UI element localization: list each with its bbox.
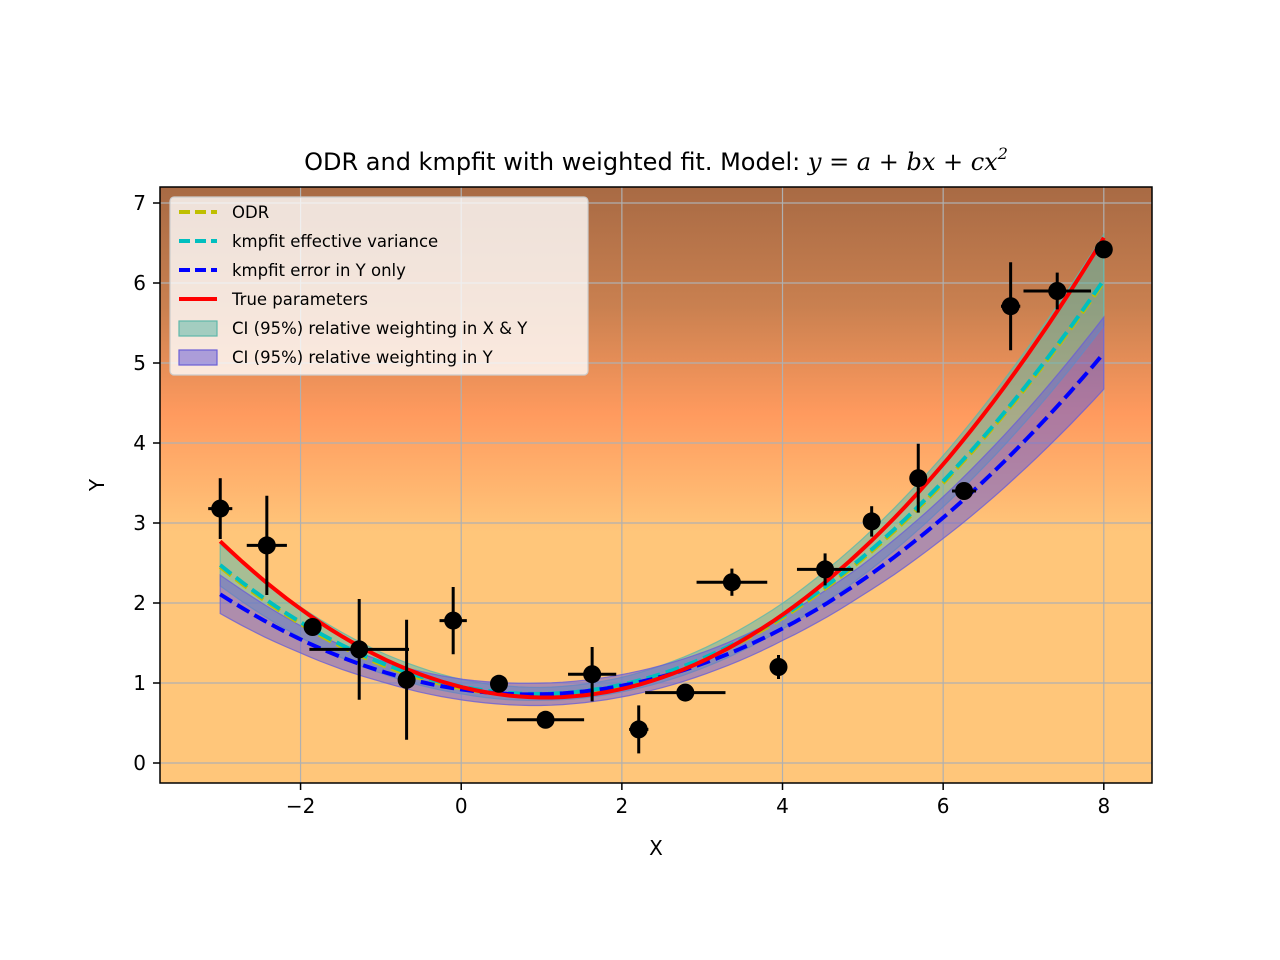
data-point xyxy=(309,599,410,700)
data-point xyxy=(645,683,726,702)
y-tick-label: 3 xyxy=(133,511,146,535)
data-marker xyxy=(489,674,508,693)
data-marker xyxy=(1048,282,1067,300)
legend-entry: ODR xyxy=(179,203,269,222)
x-tick-label: 2 xyxy=(615,794,628,818)
legend-swatch xyxy=(178,349,218,366)
y-tick-label: 6 xyxy=(133,271,146,295)
data-point xyxy=(1023,272,1091,310)
data-point xyxy=(769,655,788,679)
data-point xyxy=(246,495,287,595)
y-tick-label: 4 xyxy=(133,431,146,455)
data-point xyxy=(397,619,416,740)
data-point xyxy=(506,710,585,729)
data-marker xyxy=(862,512,881,531)
legend-entry: CI (95%) relative weighting in X & Y xyxy=(178,319,528,338)
data-point xyxy=(208,478,233,539)
data-marker xyxy=(444,611,463,630)
data-point xyxy=(629,705,649,754)
data-point xyxy=(1094,240,1113,259)
data-marker xyxy=(397,670,416,689)
legend-label: CI (95%) relative weighting in Y xyxy=(232,348,494,367)
legend-label: True parameters xyxy=(231,290,368,309)
data-point xyxy=(568,647,617,702)
data-point xyxy=(696,568,768,596)
data-marker xyxy=(536,710,555,729)
plot-frame xyxy=(159,186,1153,784)
legend-entry: CI (95%) relative weighting in Y xyxy=(178,348,494,367)
data-marker xyxy=(350,640,369,659)
x-axis-label: X xyxy=(649,836,663,860)
legend-box xyxy=(169,196,589,376)
data-point xyxy=(951,482,977,500)
legend-label: kmpfit effective variance xyxy=(232,232,438,251)
data-marker xyxy=(303,618,322,636)
data-marker xyxy=(583,665,602,684)
data-marker xyxy=(1001,297,1020,316)
x-tick-label: 0 xyxy=(455,794,468,818)
data-marker xyxy=(909,469,928,488)
ci-band-y-only xyxy=(219,315,1105,707)
chart-title-prefix: ODR and kmpfit with weighted fit. Model: xyxy=(304,148,808,176)
x-axis-ticks: −2 0 2 4 6 8 xyxy=(286,783,1110,818)
x-tick-label: 4 xyxy=(776,794,789,818)
legend-entry: kmpfit effective variance xyxy=(179,232,438,251)
confidence-bands xyxy=(219,232,1105,707)
data-marker xyxy=(769,658,788,676)
data-marker xyxy=(676,683,695,702)
legend-label: ODR xyxy=(232,203,269,222)
data-points xyxy=(208,240,1113,754)
y-tick-label: 0 xyxy=(133,751,146,775)
data-point xyxy=(1000,262,1021,351)
y-axis-label: Y xyxy=(85,478,109,492)
y-axis-ticks: 0 1 2 3 4 5 6 7 xyxy=(133,191,160,775)
data-marker xyxy=(211,499,230,518)
x-tick-label: 6 xyxy=(937,794,950,818)
plot-content xyxy=(208,232,1113,754)
data-marker xyxy=(1094,240,1113,259)
chart-title: ODR and kmpfit with weighted fit. Model:… xyxy=(304,144,1008,176)
data-point xyxy=(303,618,322,636)
x-tick-label: 8 xyxy=(1097,794,1110,818)
legend-label: CI (95%) relative weighting in X & Y xyxy=(232,319,528,338)
y-tick-label: 7 xyxy=(133,191,146,215)
y-tick-label: 1 xyxy=(133,671,146,695)
y-tick-label: 5 xyxy=(133,351,146,375)
data-point xyxy=(796,553,854,586)
data-marker xyxy=(629,720,648,739)
y-tick-label: 2 xyxy=(133,591,146,615)
data-point xyxy=(439,587,467,655)
data-marker xyxy=(722,573,741,592)
data-point xyxy=(909,443,928,513)
data-marker xyxy=(955,482,974,500)
data-marker xyxy=(257,536,276,555)
data-point xyxy=(489,674,508,693)
legend: ODR kmpfit effective variance kmpfit error… xyxy=(169,196,589,376)
x-tick-label: −2 xyxy=(286,794,315,818)
chart-title-exponent: 2 xyxy=(997,144,1008,163)
data-point xyxy=(862,506,881,537)
legend-entry: kmpfit error in Y only xyxy=(179,261,406,280)
data-marker xyxy=(816,560,835,579)
legend-swatch xyxy=(178,320,218,337)
chart-title-formula: y = a + bx + cx xyxy=(807,148,998,176)
legend-label: kmpfit error in Y only xyxy=(232,261,406,280)
legend-entry: True parameters xyxy=(179,290,368,309)
